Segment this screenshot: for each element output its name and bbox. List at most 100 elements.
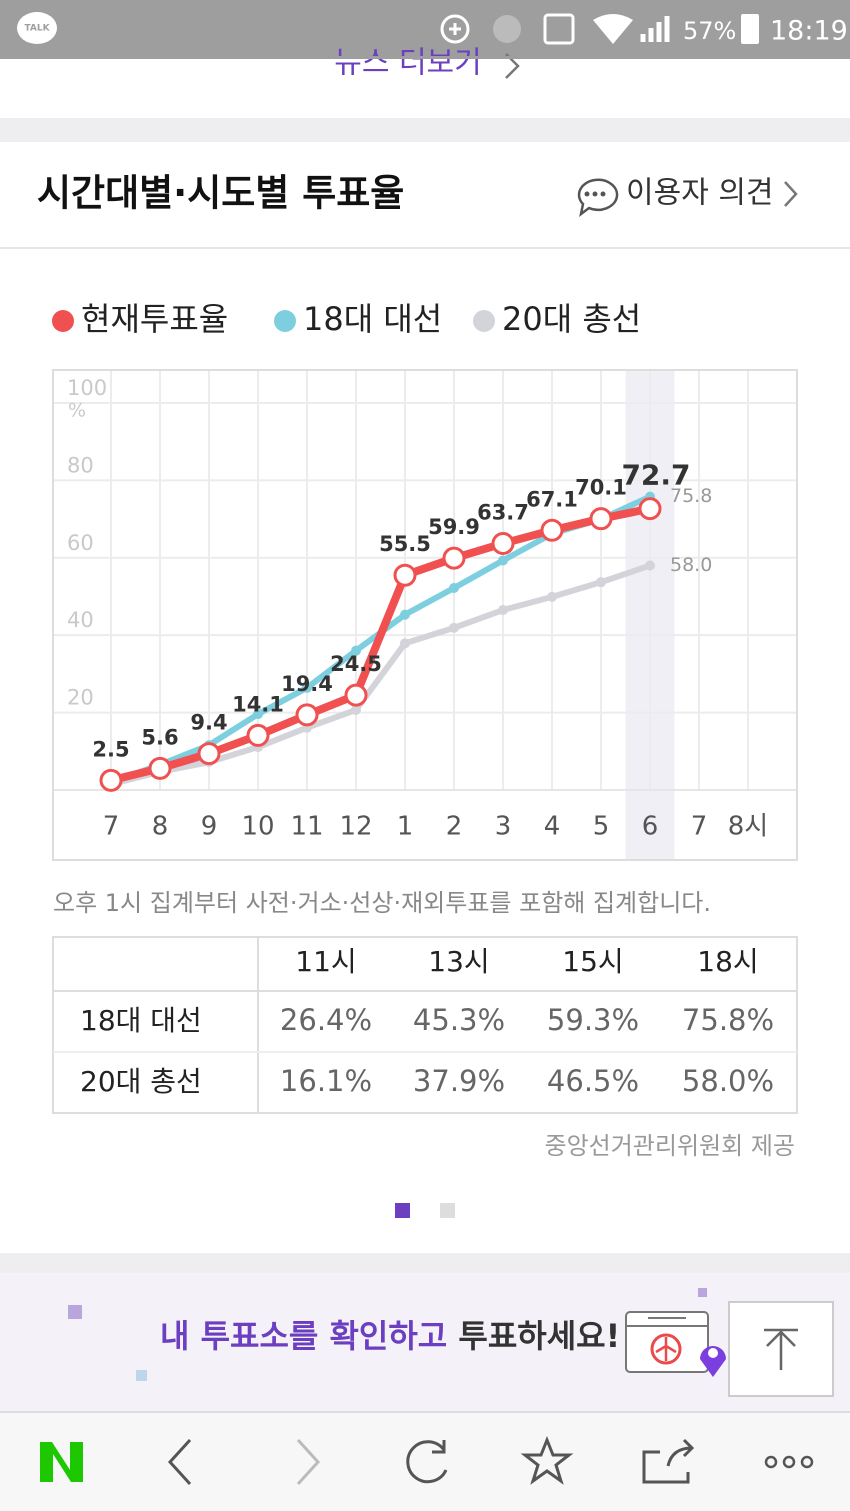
x-tick-label: 7	[691, 812, 708, 842]
source: 중앙선거관리위원회 제공	[544, 1132, 795, 1160]
data-point	[253, 709, 263, 720]
reload-button[interactable]	[406, 1440, 448, 1484]
table-cell: 46.5%	[547, 1064, 639, 1098]
naver-home-button[interactable]	[40, 1442, 83, 1482]
legend-swatch	[274, 310, 296, 332]
data-point	[393, 563, 417, 587]
data-point	[547, 591, 557, 602]
table-cell: 45.3%	[413, 1003, 505, 1037]
forward-button[interactable]	[296, 1438, 321, 1486]
data-point	[351, 704, 361, 715]
data-label: 63.7	[477, 500, 529, 524]
data-point	[302, 682, 312, 693]
legend-label: 20대 총선	[502, 300, 641, 338]
x-tick-label: 2	[446, 812, 463, 842]
legend-label: 18대 대선	[303, 300, 442, 338]
data-label: 67.1	[526, 487, 578, 511]
data-point	[498, 605, 508, 616]
data-point	[400, 638, 410, 649]
y-tick-label: 60	[67, 531, 94, 555]
data-point	[197, 742, 221, 766]
data-label: 72.7	[621, 459, 690, 492]
data-point	[449, 622, 459, 633]
legend-swatch	[52, 310, 74, 332]
share-button[interactable]	[642, 1438, 695, 1484]
data-point	[295, 703, 319, 727]
table-cell: 59.3%	[547, 1003, 639, 1037]
y-tick-label: 40	[67, 608, 94, 632]
status-bar-edge	[0, 56, 850, 59]
battery-percent: 57%	[683, 17, 736, 45]
news-more-link[interactable]: 뉴스 더보기	[334, 46, 482, 81]
data-point	[498, 555, 508, 566]
table-frame	[52, 936, 798, 1114]
data-label: 5.6	[141, 725, 178, 749]
data-label: 59.9	[428, 515, 480, 539]
bookmark-button[interactable]	[520, 1435, 574, 1485]
chevron	[784, 181, 798, 207]
legend-label: 현재투표율	[81, 300, 228, 338]
data-point	[99, 768, 123, 792]
data-point	[351, 645, 361, 656]
clock: 18:19	[770, 16, 848, 47]
data-point	[246, 723, 270, 747]
x-tick-label: 7	[103, 812, 120, 842]
data-label: 14.1	[232, 692, 284, 716]
column-header: 11시	[295, 945, 356, 978]
data-point	[540, 518, 564, 542]
y-unit: %	[68, 399, 86, 421]
status-icons	[440, 13, 670, 45]
data-point	[645, 560, 655, 571]
data-point	[589, 507, 613, 531]
page-dot[interactable]	[440, 1203, 455, 1218]
banner-deco	[68, 1305, 82, 1319]
feedback-link[interactable]: 이용자 의견	[626, 176, 774, 211]
y-tick-label: 100	[67, 376, 107, 400]
data-label: 55.5	[379, 532, 431, 556]
divider	[0, 247, 850, 249]
data-point	[491, 531, 515, 555]
table-cell: 75.8%	[682, 1003, 774, 1037]
x-tick-label: 6	[642, 812, 659, 842]
data-label: 9.4	[190, 711, 227, 735]
data-label: 58.0	[670, 554, 712, 576]
ballot-box-icon	[625, 1311, 726, 1377]
more-button[interactable]	[764, 1455, 814, 1469]
x-tick-label: 12	[339, 812, 372, 842]
data-point	[596, 577, 606, 588]
x-tick-label: 5	[593, 812, 610, 842]
banner-deco	[136, 1370, 147, 1381]
chart-frame	[52, 369, 798, 861]
data-label: 70.1	[575, 476, 627, 500]
battery-icon	[741, 14, 759, 44]
data-point	[442, 546, 466, 570]
status-bar	[0, 0, 850, 56]
bottom-nav	[0, 1412, 850, 1511]
column-header: 18시	[697, 945, 758, 978]
page-dot-active[interactable]	[395, 1203, 410, 1218]
row-header: 18대 대선	[80, 1004, 202, 1037]
banner-highlight: 내 투표소를 확인하고 투표하세요!	[160, 1317, 620, 1355]
data-point	[449, 582, 459, 593]
data-point	[400, 609, 410, 620]
y-tick-label: 20	[67, 686, 94, 710]
note: 오후 1시 집계부터 사전·거소·선상·재외투표를 포함해 집계합니다.	[53, 889, 711, 917]
banner-highlight: 내 투표소를 확인하고	[160, 1317, 447, 1355]
x-tick-label: 11	[290, 812, 323, 842]
section-title: 시간대별·시도별 투표율	[37, 172, 404, 215]
table-cell: 26.4%	[280, 1003, 372, 1037]
table: 11시 13시 15시 18시 18대 대선 26.4% 45.3% 59.3% 75.8% 20…	[52, 936, 798, 1114]
row-header: 20대 총선	[80, 1065, 202, 1098]
table-cell: 58.0%	[682, 1064, 774, 1098]
back-button[interactable]	[167, 1438, 192, 1486]
data-point	[344, 683, 368, 707]
x-tick-label: 4	[544, 812, 561, 842]
table-cell: 37.9%	[413, 1064, 505, 1098]
arrow-up-icon	[764, 1328, 798, 1370]
section-gap	[0, 118, 850, 142]
data-label: 2.5	[92, 737, 129, 761]
data-label: 19.4	[281, 672, 333, 696]
